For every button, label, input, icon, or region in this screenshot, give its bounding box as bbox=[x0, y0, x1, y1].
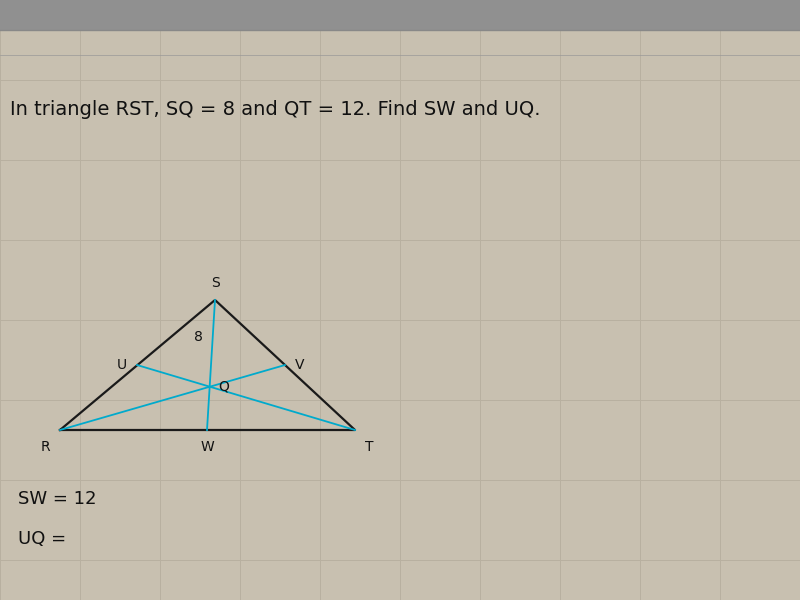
Text: S: S bbox=[210, 276, 219, 290]
Text: V: V bbox=[295, 358, 305, 372]
Text: Q: Q bbox=[218, 380, 229, 394]
Text: 8: 8 bbox=[194, 330, 202, 344]
Bar bbox=[0, 0, 800, 30]
Text: T: T bbox=[365, 440, 374, 454]
Text: R: R bbox=[40, 440, 50, 454]
Text: U: U bbox=[117, 358, 127, 372]
Text: UQ =: UQ = bbox=[18, 530, 66, 548]
Text: In triangle RST, SQ = 8 and QT = 12. Find SW and UQ.: In triangle RST, SQ = 8 and QT = 12. Fin… bbox=[10, 100, 541, 119]
Text: W: W bbox=[200, 440, 214, 454]
Text: SW = 12: SW = 12 bbox=[18, 490, 97, 508]
